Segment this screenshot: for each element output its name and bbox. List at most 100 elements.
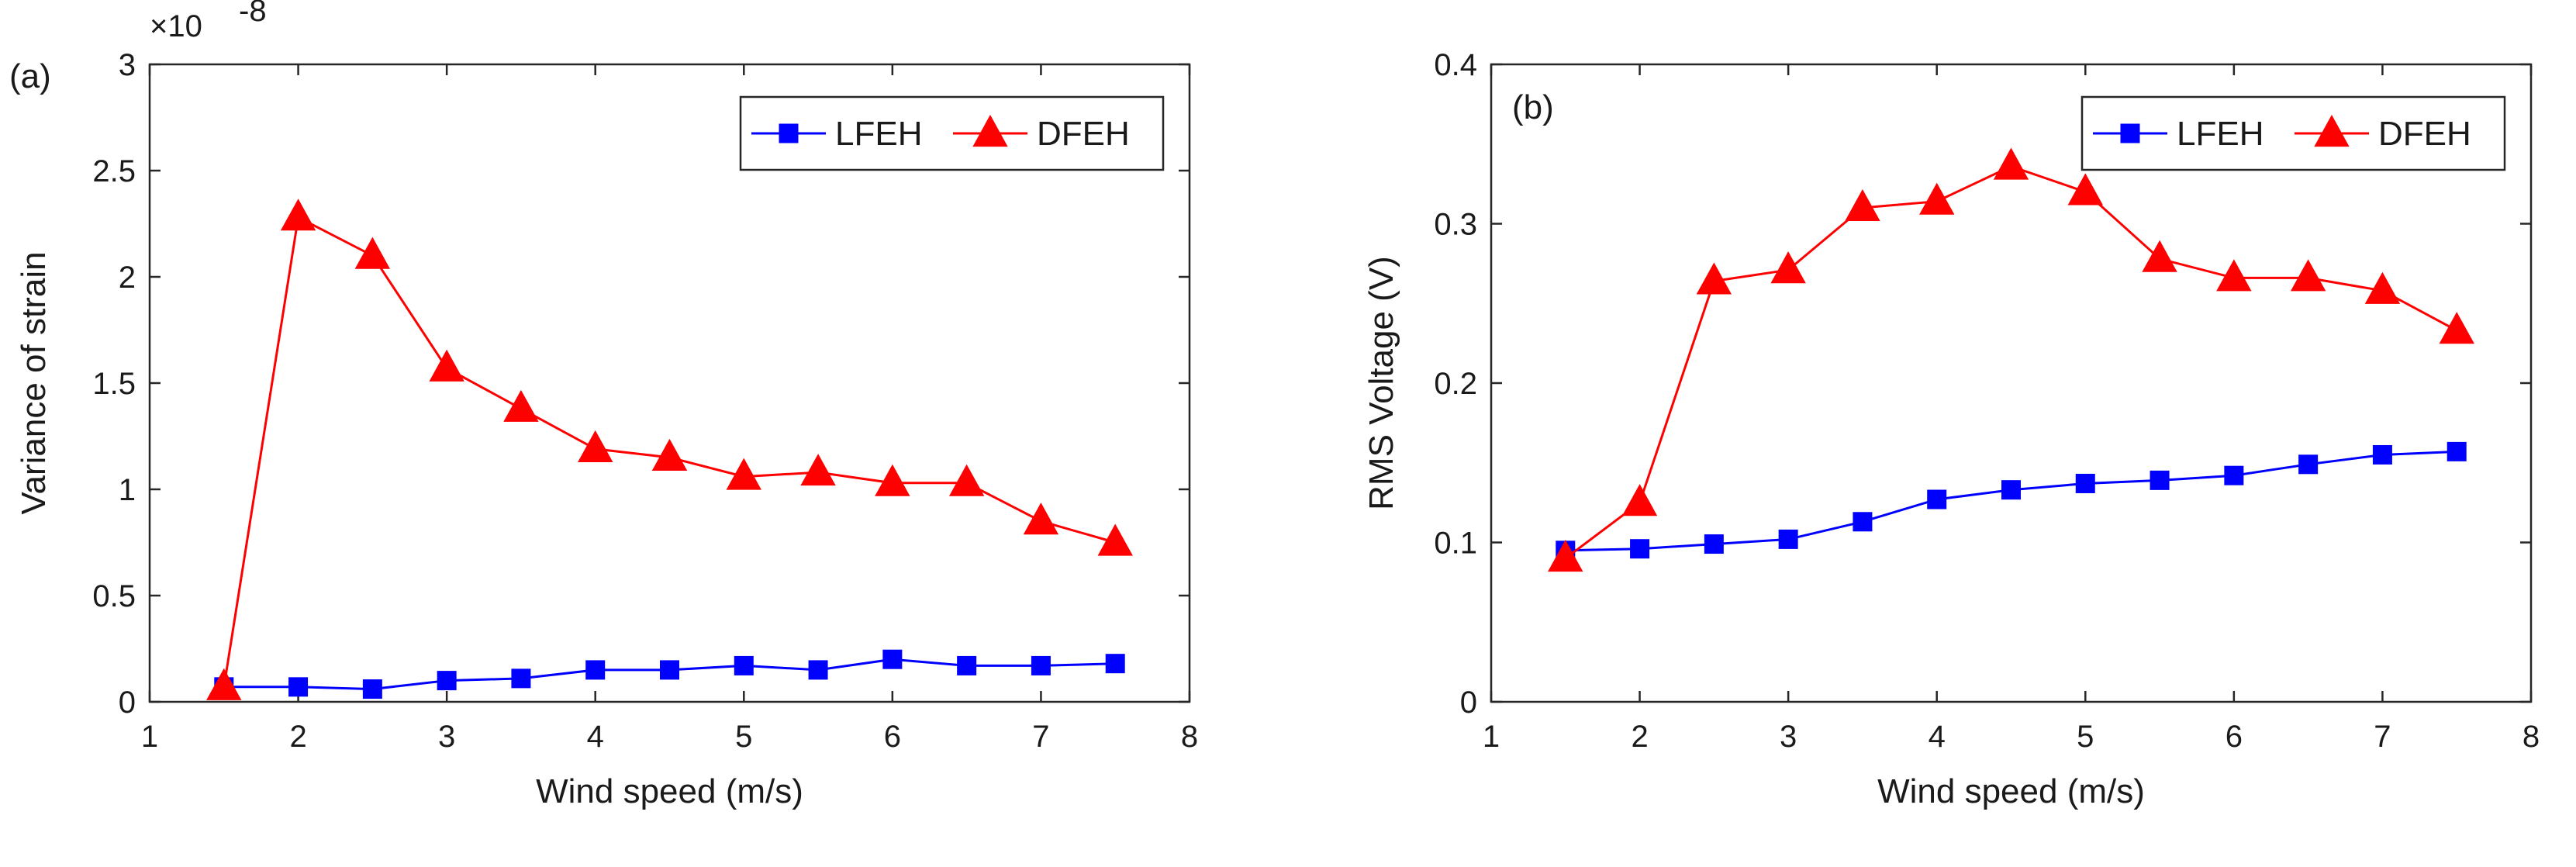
data-point-lfeh — [362, 679, 382, 699]
data-point-lfeh — [2150, 470, 2170, 490]
data-point-lfeh — [734, 655, 754, 675]
legend-label-dfeh: DFEH — [2378, 115, 2471, 153]
panel-label: (a) — [9, 57, 51, 95]
data-point-dfeh — [1993, 147, 2029, 180]
series-line-lfeh — [1565, 450, 2457, 552]
data-point-dfeh — [2364, 271, 2401, 304]
data-point-lfeh — [1853, 512, 1873, 532]
legend-marker-dfeh — [972, 114, 1008, 147]
data-point-dfeh — [2067, 173, 2103, 206]
y-tick-label: 0.4 — [1434, 48, 1477, 82]
data-point-lfeh — [2447, 441, 2467, 461]
data-point-dfeh — [2439, 312, 2474, 344]
x-tick-label: 3 — [438, 720, 455, 754]
x-axis-label: Wind speed (m/s) — [1877, 772, 2145, 810]
data-point-dfeh — [1548, 539, 1583, 572]
data-point-dfeh — [875, 464, 910, 496]
data-point-dfeh — [1097, 523, 1133, 556]
data-point-lfeh — [511, 668, 531, 689]
legend-marker-lfeh — [779, 123, 799, 143]
y-tick-label: 0 — [1460, 686, 1477, 720]
x-tick-label: 6 — [884, 720, 901, 754]
data-point-lfeh — [2298, 454, 2319, 475]
data-point-dfeh — [429, 349, 464, 382]
x-tick-label: 5 — [735, 720, 752, 754]
legend: LFEH DFEH — [2080, 95, 2506, 171]
x-tick-label: 1 — [141, 720, 158, 754]
data-point-dfeh — [578, 430, 613, 462]
data-point-lfeh — [808, 660, 828, 680]
data-point-dfeh — [948, 464, 985, 496]
y-tick-label: 1.5 — [92, 367, 136, 401]
x-tick-label: 8 — [1181, 720, 1198, 754]
data-point-lfeh — [882, 649, 903, 669]
data-point-lfeh — [1778, 529, 1798, 549]
data-point-lfeh — [585, 660, 606, 680]
y-axis-multiplier: ×10 — [150, 9, 202, 43]
legend-label-dfeh: DFEH — [1037, 115, 1130, 153]
y-tick-label: 0.1 — [1434, 527, 1477, 561]
x-tick-label: 1 — [1483, 720, 1500, 754]
y-tick-label: 3 — [119, 48, 136, 82]
chart-panel-a: 1 2 3 4 5 6 7 8 0 0.5 1 1.5 2 2.5 3 Wind speed (m/s) Var… — [9, 0, 1198, 810]
data-point-dfeh — [354, 237, 391, 269]
data-point-dfeh — [1621, 484, 1658, 516]
y-tick-label: 2.5 — [92, 154, 136, 188]
legend-marker-dfeh — [2314, 114, 2350, 147]
data-point-lfeh — [1927, 489, 1947, 509]
data-point-lfeh — [2224, 465, 2244, 485]
data-point-dfeh — [280, 199, 316, 231]
data-point-lfeh — [1630, 539, 1650, 559]
x-tick-label: 2 — [289, 720, 306, 754]
y-tick-label: 0.3 — [1434, 208, 1477, 242]
data-point-lfeh — [1105, 654, 1125, 674]
x-tick-label: 2 — [1631, 720, 1648, 754]
data-point-dfeh — [1770, 251, 1806, 284]
data-point-dfeh — [2142, 240, 2177, 272]
data-point-lfeh — [1031, 655, 1051, 675]
y-tick-label: 0 — [119, 686, 136, 720]
y-tick-label: 1 — [119, 473, 136, 507]
legend-label-lfeh: LFEH — [2177, 115, 2263, 153]
x-tick-label: 6 — [2226, 720, 2243, 754]
y-axis-label: RMS Voltage (V) — [1362, 256, 1400, 510]
x-tick-label: 4 — [1929, 720, 1946, 754]
data-point-dfeh — [2216, 259, 2252, 292]
data-point-dfeh — [503, 389, 539, 422]
data-point-dfeh — [1845, 188, 1880, 221]
x-tick-label: 4 — [587, 720, 604, 754]
panel-label: (b) — [1512, 88, 1554, 126]
data-point-lfeh — [660, 660, 679, 680]
legend-marker-lfeh — [2120, 123, 2140, 143]
legend-label-lfeh: LFEH — [835, 115, 922, 153]
data-point-dfeh — [800, 454, 836, 486]
data-point-lfeh — [957, 655, 977, 675]
data-point-lfeh — [2372, 444, 2392, 465]
data-point-lfeh — [1704, 534, 1724, 554]
data-point-dfeh — [651, 438, 688, 471]
y-tick-label: 0.2 — [1434, 367, 1477, 401]
data-point-dfeh — [1696, 262, 1732, 295]
legend: LFEH DFEH — [739, 95, 1165, 171]
x-tick-label: 5 — [2077, 720, 2094, 754]
x-tick-label: 7 — [2374, 720, 2391, 754]
data-point-dfeh — [2290, 259, 2326, 292]
y-tick-label: 0.5 — [92, 579, 136, 613]
x-axis-label: Wind speed (m/s) — [536, 772, 803, 810]
x-tick-label: 8 — [2522, 720, 2540, 754]
data-point-lfeh — [437, 671, 457, 691]
y-axis-label: Variance of strain — [15, 251, 53, 514]
data-point-dfeh — [206, 668, 242, 700]
data-point-lfeh — [288, 677, 309, 697]
chart-panel-b: 1 2 3 4 5 6 7 8 0 0.1 0.2 0.3 0.4 Wind speed (m/s) RMS… — [1362, 48, 2540, 810]
data-point-lfeh — [2075, 473, 2095, 493]
y-axis-exponent: -8 — [239, 0, 267, 28]
y-tick-label: 2 — [119, 261, 136, 295]
x-tick-label: 3 — [1780, 720, 1797, 754]
data-point-lfeh — [2001, 480, 2021, 500]
data-point-dfeh — [1023, 503, 1059, 535]
data-point-dfeh — [1919, 182, 1955, 215]
x-tick-label: 7 — [1032, 720, 1049, 754]
data-point-dfeh — [726, 458, 761, 490]
